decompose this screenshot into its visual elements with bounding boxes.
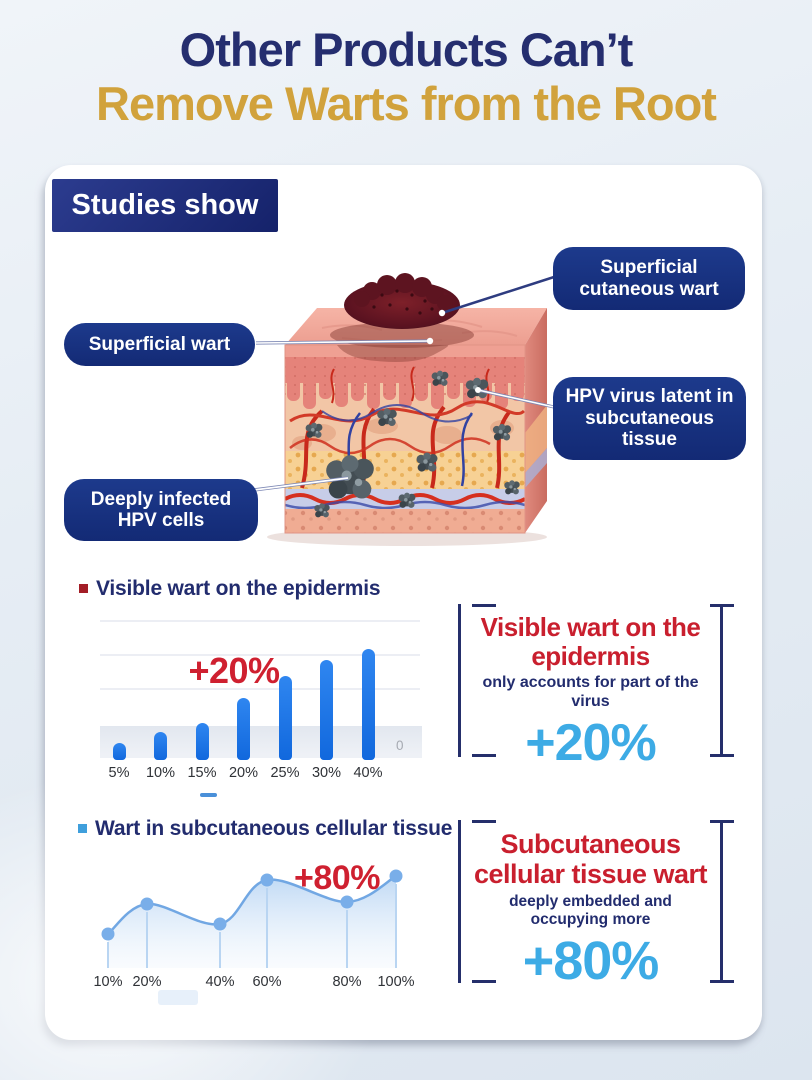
bars (100, 618, 422, 760)
bar-x-labels: 5% 10% 15% 20% 25% 30% 40% (100, 765, 422, 785)
bar-chart-annotation: +20% (188, 650, 280, 691)
panel2-title: Subcutaneous cellular tissue wart (473, 829, 708, 889)
title-line2: Remove Warts from the Root (96, 77, 717, 130)
panel2-subtitle: deeply embedded and occupying more (509, 893, 672, 929)
panel1-subtitle: only accounts for part of the virus (482, 674, 699, 710)
bar (112, 743, 126, 760)
bar-x-label: 40% (353, 765, 383, 781)
section2-heading-text: Wart in subcutaneous cellular tissue (95, 817, 453, 840)
bar-x-label: 10% (145, 765, 176, 781)
skin-cross-section-illustration (262, 273, 552, 548)
area-x-label: 60% (252, 974, 282, 990)
axis-zero-label: 0 (396, 738, 404, 753)
data-point (260, 873, 274, 887)
bar-x-label: 20% (228, 765, 259, 781)
title-line1: Other Products Can’t (179, 23, 634, 76)
bar (195, 723, 209, 760)
callout-hpv-virus-latent: HPV virus latent in subcutaneous tissue (553, 377, 746, 460)
data-point (340, 895, 354, 909)
callout-superficial-cutaneous-wart: Superficial cutaneous wart (553, 247, 745, 310)
section2-heading: Wart in subcutaneous cellular tissue (78, 817, 452, 841)
left-bracket-icon (458, 820, 496, 983)
callout-superficial-wart: Superficial wart (64, 323, 255, 366)
bar-x-label: 25% (270, 765, 300, 781)
panel1-value: +20% (525, 713, 656, 772)
left-bracket-icon (458, 604, 496, 757)
bar-x-label: 15% (187, 765, 217, 781)
bar (278, 676, 292, 760)
section1-heading: Visible wart on the epidermis (79, 577, 381, 601)
data-point (101, 927, 115, 941)
area-chart-annotation: +80% (294, 859, 380, 897)
panel2-value: +80% (522, 931, 660, 991)
gridline (100, 620, 420, 622)
data-point (213, 917, 227, 931)
panel-visible-wart: Visible wart on the epidermis only accou… (458, 604, 734, 769)
right-bracket-icon (699, 604, 734, 757)
right-bracket-icon (699, 820, 734, 983)
bar (154, 732, 167, 760)
bar-chart-visible-wart: +20% 0 5% 10% 15% 20% 25% 30% 40% (100, 618, 422, 803)
bar (320, 660, 333, 760)
red-square-bullet-icon (79, 584, 88, 593)
section1-heading-text: Visible wart on the epidermis (96, 577, 381, 600)
data-point (389, 869, 403, 883)
blue-square-bullet-icon (78, 824, 87, 833)
area-x-label: 40% (205, 974, 235, 990)
bar-x-label: 30% (311, 765, 342, 781)
area-x-label: 100% (377, 974, 415, 990)
gridline (100, 688, 420, 690)
area-chart-canvas (101, 869, 403, 968)
data-point (140, 897, 154, 911)
panel1-title: Visible wart on the epidermis (480, 612, 701, 671)
area-x-labels: 10% 20% 40% 60% 80% 100% (92, 974, 414, 994)
area-x-label: 80% (332, 974, 362, 990)
panel-subcutaneous-wart: Subcutaneous cellular tissue wart deeply… (458, 820, 734, 988)
area-x-label: 20% (132, 974, 162, 990)
bar (361, 649, 375, 760)
bar (237, 698, 250, 760)
studies-card: Studies show (45, 165, 762, 1040)
legend-dash (200, 793, 217, 797)
area-chart-subcutaneous-wart: +80% 10% 20% 40% 60% 80% 100% (92, 858, 415, 1018)
watermark-rect (158, 990, 198, 1005)
gridline (100, 654, 420, 656)
studies-show-badge: Studies show (52, 179, 278, 232)
callout-deeply-infected-hpv-cells: Deeply infected HPV cells (64, 479, 258, 541)
bar-x-label: 5% (108, 765, 130, 781)
area-x-label: 10% (93, 974, 123, 990)
